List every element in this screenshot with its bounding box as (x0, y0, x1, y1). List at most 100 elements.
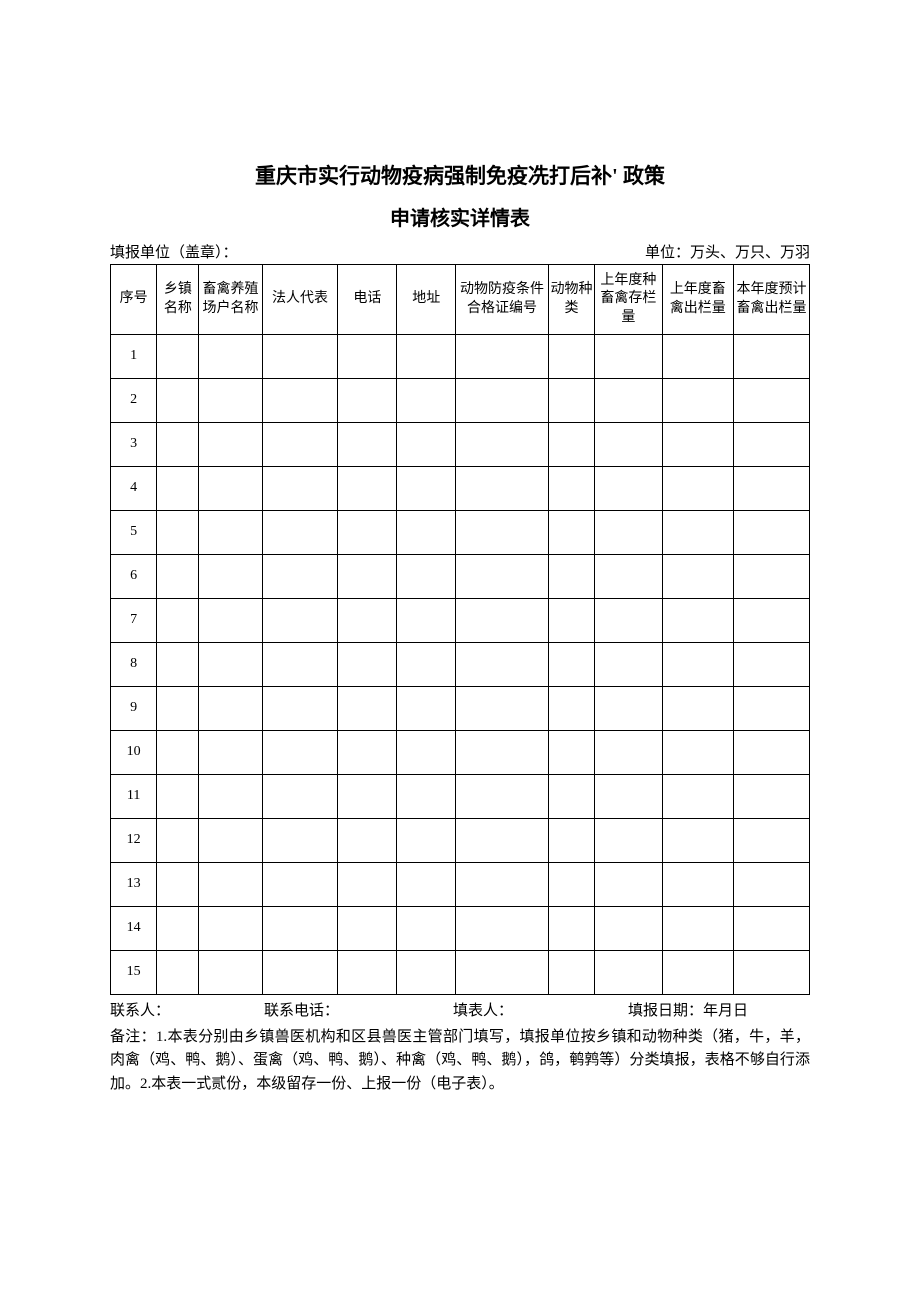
cell-empty (456, 863, 549, 907)
cell-empty (548, 819, 594, 863)
cell-empty (397, 423, 456, 467)
cell-empty (595, 907, 662, 951)
cell-empty (734, 819, 810, 863)
table-row: 13 (111, 863, 810, 907)
cell-empty (157, 907, 199, 951)
cell-empty (456, 951, 549, 995)
cell-empty (157, 423, 199, 467)
header-info-row: 填报单位（盖章）： 单位：万头、万只、万羽 (110, 241, 810, 262)
table-row: 3 (111, 423, 810, 467)
cell-empty (397, 599, 456, 643)
cell-seq: 8 (111, 643, 157, 687)
cell-empty (734, 863, 810, 907)
table-row: 11 (111, 775, 810, 819)
cell-seq: 7 (111, 599, 157, 643)
cell-empty (456, 335, 549, 379)
cell-empty (262, 379, 338, 423)
cell-empty (157, 599, 199, 643)
cell-empty (157, 951, 199, 995)
cell-empty (595, 467, 662, 511)
cell-empty (199, 643, 262, 687)
cell-empty (199, 951, 262, 995)
cell-empty (548, 907, 594, 951)
reporting-unit-label: 填报单位（盖章）： (110, 241, 238, 262)
cell-empty (595, 951, 662, 995)
cell-empty (595, 863, 662, 907)
cell-empty (262, 687, 338, 731)
table-row: 6 (111, 555, 810, 599)
cell-empty (338, 775, 397, 819)
table-row: 10 (111, 731, 810, 775)
cell-empty (456, 379, 549, 423)
cell-empty (262, 643, 338, 687)
cell-empty (157, 819, 199, 863)
cell-empty (456, 731, 549, 775)
cell-empty (397, 687, 456, 731)
cell-empty (456, 907, 549, 951)
cell-empty (199, 819, 262, 863)
cell-empty (262, 335, 338, 379)
cell-empty (548, 467, 594, 511)
cell-empty (262, 423, 338, 467)
cell-empty (662, 687, 734, 731)
cell-empty (338, 951, 397, 995)
cell-empty (157, 555, 199, 599)
cell-empty (456, 467, 549, 511)
cell-empty (262, 467, 338, 511)
cell-empty (262, 819, 338, 863)
cell-empty (548, 775, 594, 819)
cell-empty (397, 775, 456, 819)
document-title-main: 重庆市实行动物疫病强制免疫冼打后补' 政策 (110, 160, 810, 190)
cell-empty (548, 687, 594, 731)
contact-phone-label: 联系电话： (264, 999, 453, 1020)
footer-info-row: 联系人： 联系电话： 填表人： 填报日期：年月日 (110, 999, 810, 1020)
cell-empty (595, 511, 662, 555)
cell-seq: 9 (111, 687, 157, 731)
cell-empty (662, 819, 734, 863)
report-date-label: 填报日期：年月日 (628, 999, 810, 1020)
cell-empty (262, 511, 338, 555)
cell-empty (456, 423, 549, 467)
cell-empty (662, 555, 734, 599)
col-header-legal: 法人代表 (262, 265, 338, 335)
cell-empty (157, 643, 199, 687)
cell-empty (734, 775, 810, 819)
cell-empty (595, 643, 662, 687)
cell-empty (662, 863, 734, 907)
cell-empty (338, 599, 397, 643)
cell-empty (157, 335, 199, 379)
cell-empty (456, 511, 549, 555)
cell-empty (662, 335, 734, 379)
unit-label: 单位：万头、万只、万羽 (645, 241, 810, 262)
cell-empty (199, 379, 262, 423)
cell-seq: 4 (111, 467, 157, 511)
cell-empty (548, 379, 594, 423)
cell-empty (338, 555, 397, 599)
col-header-town: 乡镇名称 (157, 265, 199, 335)
cell-empty (662, 423, 734, 467)
cell-empty (199, 511, 262, 555)
cell-empty (262, 731, 338, 775)
cell-empty (338, 379, 397, 423)
cell-empty (456, 819, 549, 863)
cell-empty (595, 687, 662, 731)
cell-empty (734, 951, 810, 995)
document-title-sub: 申请核实详情表 (110, 202, 810, 231)
col-header-addr: 地址 (397, 265, 456, 335)
cell-empty (734, 643, 810, 687)
cell-empty (595, 775, 662, 819)
col-header-species: 动物种类 (548, 265, 594, 335)
cell-empty (662, 907, 734, 951)
filler-label: 填表人： (453, 999, 628, 1020)
cell-empty (157, 731, 199, 775)
cell-seq: 10 (111, 731, 157, 775)
cell-empty (397, 731, 456, 775)
cell-seq: 6 (111, 555, 157, 599)
cell-empty (734, 379, 810, 423)
cell-empty (734, 511, 810, 555)
cell-empty (662, 643, 734, 687)
cell-empty (262, 555, 338, 599)
col-header-plan: 本年度预计畜禽出栏量 (734, 265, 810, 335)
cell-empty (199, 687, 262, 731)
cell-empty (456, 643, 549, 687)
